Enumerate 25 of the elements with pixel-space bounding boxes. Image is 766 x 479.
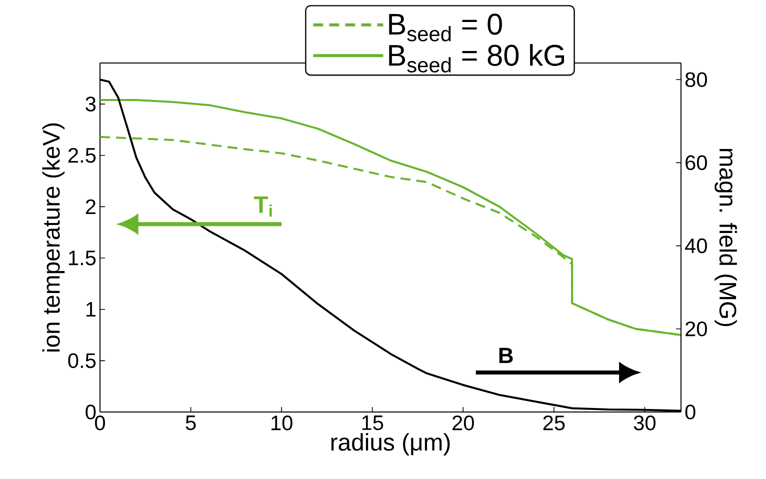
x-tick-label: 25 [543,416,565,430]
y2-tick-label: 40 [685,238,707,254]
y-tick-label: 1 [86,302,96,317]
y-tick-label: 1.5 [68,250,96,266]
x-tick-label: 5 [186,416,196,430]
y-tick-label: 0.5 [68,353,96,368]
y2-tick-label: 60 [686,155,707,170]
y-tick-label: 2 [86,199,96,214]
x-tick-label: 10 [272,416,292,430]
x-axis-title: radius (μm) [331,433,450,456]
y2-tick-label: 80 [685,72,707,88]
y2-tick-label: 20 [686,321,707,336]
y-tick-label: 0 [86,404,96,420]
y-tick-label: 3 [86,96,96,112]
y2-tick-label: 0 [685,404,696,420]
y-tick-label: 2.5 [68,148,96,163]
x-tick-label: 15 [362,416,384,430]
legend-label: B$_{seed}$ = 80 kG [389,44,564,72]
annotation: T$_{i}$ [254,196,272,217]
legend-label: B$_{seed}$ = 0 [389,14,502,42]
x-tick-label: 20 [452,416,474,430]
y2-axis-title: magn. field (MG) [714,148,737,326]
x-tick-label: 30 [634,416,656,430]
annotation: B [499,348,513,363]
y-axis-title: ion temperature (keV) [42,123,65,352]
